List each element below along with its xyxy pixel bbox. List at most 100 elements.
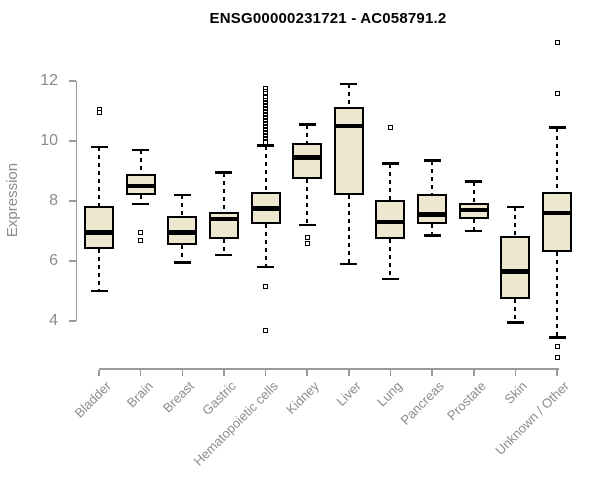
whisker-cap-upper-prostate [465, 180, 483, 183]
whisker-cap-upper-kidney [298, 123, 316, 126]
median-gastric [208, 216, 239, 222]
x-tick [389, 369, 392, 376]
outlier-point [138, 237, 144, 243]
whisker-upper-skin [514, 207, 517, 236]
y-tick-label: 8 [49, 192, 58, 209]
y-tick-label: 12 [40, 72, 58, 89]
y-tick [68, 260, 76, 262]
x-tick [306, 369, 308, 376]
whisker-lower-liver [347, 195, 350, 264]
whisker-lower-unknown-other [556, 252, 559, 338]
outlier-point [554, 90, 560, 96]
box-skin [500, 235, 531, 299]
box-pancreas [417, 193, 448, 224]
y-tick-label: 10 [40, 132, 58, 149]
x-axis-line [99, 368, 559, 370]
whisker-cap-lower-brain [132, 202, 150, 206]
y-tick [68, 200, 76, 202]
median-hematopoietic-cells [250, 206, 281, 211]
median-kidney [292, 155, 323, 160]
outlier-point [96, 110, 102, 115]
median-prostate [458, 207, 489, 213]
whisker-cap-lower-prostate [465, 229, 483, 233]
median-breast [167, 230, 198, 235]
whisker-cap-lower-pancreas [423, 234, 441, 237]
x-tick [139, 369, 142, 376]
whisker-cap-upper-brain [132, 148, 150, 152]
box-kidney [292, 142, 323, 179]
whisker-lower-lung [389, 238, 392, 279]
whisker-lower-skin [514, 298, 517, 323]
box-gastric [208, 211, 239, 239]
whisker-upper-pancreas [431, 160, 434, 194]
x-tick [223, 369, 225, 376]
whisker-upper-kidney [306, 124, 309, 143]
whisker-upper-brain [139, 150, 142, 174]
whisker-lower-prostate [472, 219, 475, 231]
median-unknown-other [542, 210, 573, 216]
whisker-lower-bladder [98, 249, 100, 291]
whisker-cap-lower-lung [381, 277, 399, 281]
outlier-point [554, 344, 560, 349]
y-axis-line [75, 81, 77, 321]
y-tick [68, 320, 76, 322]
x-tick-label: Unknown / Other [492, 378, 572, 458]
box-liver [333, 106, 364, 195]
whisker-lower-pancreas [431, 223, 434, 236]
x-tick [181, 369, 184, 376]
x-tick [98, 369, 100, 376]
whisker-cap-lower-unknown-other [548, 336, 566, 339]
whisker-upper-unknown-other [556, 127, 559, 192]
whisker-lower-brain [139, 195, 142, 204]
whisker-cap-upper-pancreas [423, 159, 441, 162]
whisker-cap-lower-liver [340, 262, 358, 266]
whisker-upper-gastric [222, 172, 225, 212]
whisker-upper-liver [347, 84, 350, 107]
y-tick-label: 6 [49, 252, 58, 269]
outlier-point [263, 327, 269, 333]
median-brain [125, 183, 156, 189]
whisker-cap-lower-skin [506, 321, 524, 324]
y-tick-label: 4 [49, 312, 58, 329]
outlier-point [263, 140, 269, 145]
whisker-cap-lower-breast [173, 261, 191, 264]
median-skin [500, 269, 531, 274]
whisker-cap-lower-gastric [215, 253, 233, 257]
outlier-point [554, 39, 560, 45]
x-tick [556, 369, 558, 376]
x-tick [473, 369, 475, 376]
y-tick [68, 140, 76, 142]
outlier-point [263, 284, 269, 289]
outlier-point [304, 240, 310, 246]
x-tick [431, 369, 433, 376]
outlier-point [387, 125, 393, 130]
whisker-cap-lower-kidney [298, 223, 316, 227]
whisker-lower-kidney [306, 178, 309, 225]
median-bladder [84, 230, 114, 235]
whisker-cap-upper-lung [381, 162, 399, 165]
whisker-cap-upper-skin [506, 205, 524, 209]
whisker-upper-hematopoietic-cells [264, 145, 267, 192]
box-unknown-other [542, 192, 573, 252]
whisker-cap-upper-breast [173, 193, 191, 197]
whisker-upper-lung [389, 163, 392, 200]
box-bladder [84, 205, 114, 249]
whisker-cap-lower-bladder [90, 289, 108, 293]
outlier-point [554, 354, 560, 360]
whisker-lower-hematopoietic-cells [264, 223, 267, 267]
outlier-point [138, 230, 144, 235]
y-tick [68, 80, 76, 82]
x-tick [348, 369, 350, 376]
whisker-cap-upper-bladder [90, 145, 108, 149]
whisker-lower-breast [181, 244, 184, 263]
outlier-point [304, 234, 310, 240]
whisker-upper-breast [181, 195, 184, 216]
x-tick [514, 369, 517, 376]
whisker-cap-upper-gastric [215, 171, 233, 174]
x-tick [264, 369, 267, 376]
median-pancreas [417, 212, 448, 217]
chart-title: ENSG00000231721 - AC058791.2 [209, 10, 447, 27]
box-lung [375, 199, 406, 239]
whisker-upper-prostate [472, 181, 475, 203]
